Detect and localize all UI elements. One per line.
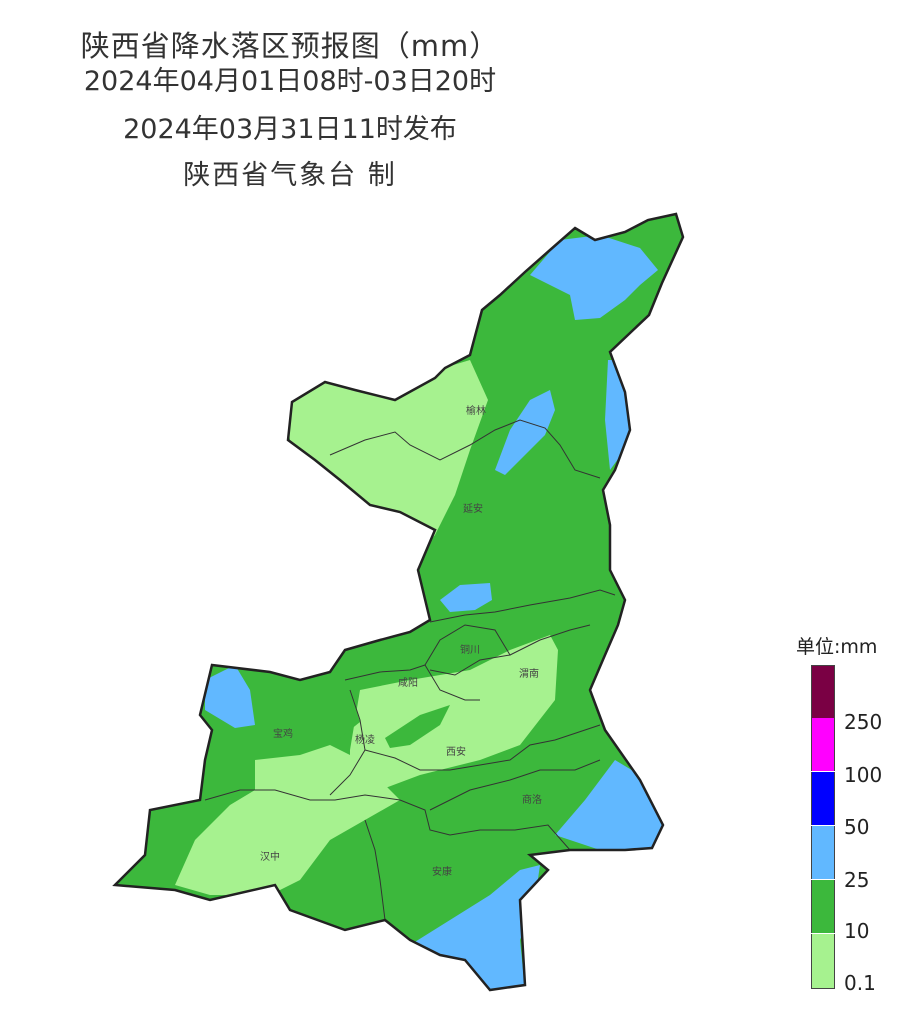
boundary-shangluo-north bbox=[429, 759, 601, 811]
city-label-weinan: 渭南 bbox=[519, 667, 539, 680]
city-label-ankang: 安康 bbox=[432, 865, 452, 878]
city-label-shangluo: 商洛 bbox=[522, 793, 542, 806]
city-label-baoji: 宝鸡 bbox=[273, 727, 293, 740]
legend-swatch-10-25 bbox=[811, 880, 835, 933]
city-label-xian: 西安 bbox=[446, 745, 466, 758]
title-block: 陕西省降水落区预报图（mm） 2024年04月01日08时-03日20时 202… bbox=[0, 28, 580, 194]
zone-heavy-shangluo bbox=[555, 760, 665, 850]
zone-light-guanzhong bbox=[350, 635, 558, 790]
issuer: 陕西省气象台 制 bbox=[183, 160, 397, 191]
legend-label-50: 50 bbox=[844, 815, 870, 839]
city-label-tongchuan: 铜川 bbox=[460, 644, 480, 656]
legend-swatch-0.1-10 bbox=[811, 934, 835, 989]
boundary-yanan-south bbox=[429, 589, 616, 623]
forecast-period: 2024年04月01日08时-03日20时 bbox=[83, 66, 497, 97]
legend-label-10: 10 bbox=[844, 919, 870, 943]
zone-heavy-northeast bbox=[530, 235, 658, 320]
boundary-weinan-west bbox=[509, 624, 591, 656]
province-outline bbox=[112, 212, 685, 992]
zone-heavy-north-lake bbox=[495, 390, 555, 475]
boundary-xian bbox=[364, 724, 601, 771]
zone-medium-in-light bbox=[312, 705, 360, 745]
boundary-xianyang bbox=[344, 664, 480, 701]
zone-medium-in-light-2 bbox=[385, 705, 450, 748]
city-boundaries bbox=[204, 419, 616, 921]
legend-label-0.1: 0.1 bbox=[844, 971, 876, 995]
zone-heavy-baoji-west bbox=[205, 665, 255, 728]
legend-label-250: 250 bbox=[844, 710, 883, 734]
city-label-yanan: 延安 bbox=[463, 502, 483, 515]
legend-label-25: 25 bbox=[844, 868, 870, 892]
boundary-tongchuan bbox=[424, 624, 511, 676]
issue-time: 2024年03月31日11时发布 bbox=[123, 114, 457, 145]
boundary-hanzhong-ankang bbox=[364, 819, 386, 921]
city-label-yulin: 榆林 bbox=[466, 404, 486, 417]
legend-swatch-100-250 bbox=[811, 718, 835, 771]
legend-swatch-25-50 bbox=[811, 826, 835, 879]
zone-heavy-central bbox=[440, 583, 492, 612]
legend-title: 单位:mm bbox=[796, 636, 878, 658]
boundary-ankang-shangluo bbox=[399, 799, 571, 851]
legend-swatch-250-plus bbox=[811, 665, 835, 718]
boundary-hanzhong-baoji bbox=[204, 789, 401, 801]
city-label-hanzhong: 汉中 bbox=[260, 850, 280, 863]
boundary-yulin-yanan bbox=[329, 419, 601, 479]
legend-swatch-50-100 bbox=[811, 772, 835, 825]
zone-light-north bbox=[280, 360, 488, 560]
map-title: 陕西省降水落区预报图（mm） bbox=[80, 29, 500, 63]
legend-label-100: 100 bbox=[844, 763, 883, 787]
city-label-yangling: 杨凌 bbox=[355, 733, 375, 746]
rainfall-zones bbox=[115, 214, 683, 990]
zone-light-southwest bbox=[175, 745, 400, 895]
city-label-xianyang: 咸阳 bbox=[398, 677, 418, 689]
zone-10-25mm bbox=[115, 214, 683, 990]
